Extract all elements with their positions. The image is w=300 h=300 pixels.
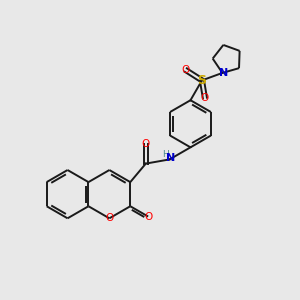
Text: O: O [201, 93, 209, 103]
Text: O: O [144, 212, 152, 221]
Text: O: O [182, 65, 190, 75]
Text: N: N [167, 153, 176, 163]
Text: O: O [105, 213, 113, 223]
Text: N: N [219, 68, 229, 78]
Text: O: O [142, 139, 150, 148]
Text: H: H [162, 150, 169, 159]
Text: S: S [197, 74, 206, 87]
